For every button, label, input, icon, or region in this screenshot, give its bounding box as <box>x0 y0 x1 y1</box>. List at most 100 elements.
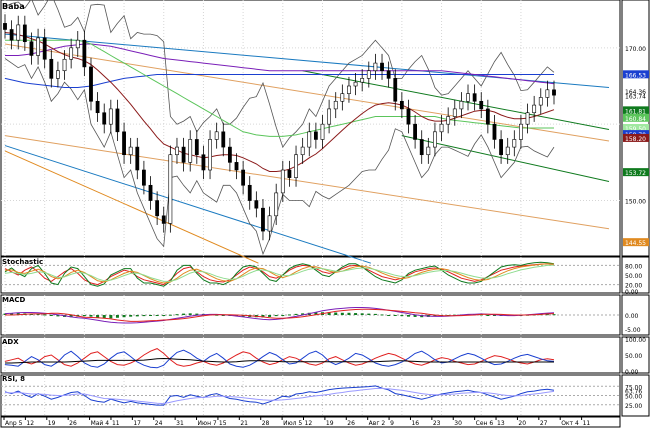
price-ma-series-3 <box>4 32 555 172</box>
macd-histogram-bar-13 <box>89 315 93 317</box>
price-candle-body-48 <box>320 123 325 140</box>
macd-histogram-bar-59 <box>393 315 397 316</box>
price-tag-1: 164.36 <box>625 89 646 96</box>
price-tag-9: 144.55 <box>625 240 646 247</box>
time-label-11: 21 <box>240 420 248 427</box>
price-candle-body-69 <box>459 100 464 110</box>
macd-histogram-bar-42 <box>281 315 285 316</box>
rsi-axis-frame <box>621 374 650 417</box>
price-candle-body-38 <box>254 200 259 209</box>
stoch-axis-frame <box>621 256 650 294</box>
price-candle-body-22 <box>148 184 153 201</box>
macd-histogram-bar-5 <box>36 313 40 315</box>
macd-histogram-bar-7 <box>49 315 53 316</box>
price-candle-body-28 <box>188 139 193 163</box>
macd-histogram-bar-51 <box>340 312 344 315</box>
price-candle-body-17 <box>115 108 120 133</box>
price-tag-2: 163.74 <box>625 94 646 101</box>
price-candle-body-21 <box>142 169 146 186</box>
stoch-axis-label-1: 50.00 <box>625 273 642 280</box>
price-candle-body-45 <box>300 146 305 156</box>
price-candle-body-41 <box>274 192 279 217</box>
price-trendline-4 <box>4 135 610 230</box>
time-label-17: Авг 2 <box>369 420 386 427</box>
price-trendline-6 <box>4 145 372 264</box>
macd-histogram-bar-21 <box>142 315 146 317</box>
price-candle-body-79 <box>525 112 530 125</box>
price-candle-body-61 <box>406 108 411 125</box>
price-candle-body-42 <box>280 169 285 194</box>
price-candle-body-54 <box>360 78 365 83</box>
adx-axis-frame <box>621 336 650 374</box>
macd-histogram-bar-54 <box>360 313 364 315</box>
price-candle-body-34 <box>227 146 232 163</box>
time-label-14: 12 <box>305 420 313 427</box>
macd-histogram-bar-20 <box>135 315 139 317</box>
price-lower-band <box>4 58 555 256</box>
macd-histogram-bar-47 <box>314 312 318 315</box>
rsi-axis-label-1: 63.76 <box>625 388 642 395</box>
price-candle-body-24 <box>161 215 166 224</box>
price-ma-series-2 <box>5 39 554 137</box>
macd-histogram-bar-2 <box>16 313 20 315</box>
macd-histogram-bar-53 <box>354 313 358 315</box>
price-candle-body-30 <box>201 154 206 171</box>
time-label-1: 12 <box>26 420 34 427</box>
price-candle-body-60 <box>399 100 404 110</box>
time-label-18: 9 <box>390 420 394 427</box>
price-candle-body-4 <box>29 41 34 56</box>
macd-histogram-bar-61 <box>406 315 410 317</box>
price-candle-body-2 <box>16 24 21 41</box>
macd-histogram-bar-35 <box>235 315 239 317</box>
price-candle-body-65 <box>433 131 437 148</box>
price-candle-body-9 <box>62 58 67 72</box>
price-axis-label-1: 150.00 <box>625 199 646 206</box>
macd-series-1 <box>5 308 555 322</box>
price-candle-body-36 <box>241 169 246 186</box>
price-candle-body-33 <box>221 131 226 148</box>
price-candle-body-53 <box>353 81 358 87</box>
price-candle-body-15 <box>102 112 107 125</box>
macd-histogram-bar-74 <box>492 315 496 316</box>
macd-histogram-bar-50 <box>334 312 338 315</box>
price-candle-body-8 <box>56 70 60 79</box>
rsi-series-1 <box>4 388 555 405</box>
stoch-axis-label-2: 20.00 <box>625 283 642 290</box>
stochastic-panel-title: Stochastic <box>2 258 43 266</box>
time-label-3: 26 <box>69 420 77 427</box>
macd-histogram-bar-60 <box>400 315 404 317</box>
price-candle-body-75 <box>499 139 503 156</box>
price-candle-body-5 <box>36 37 40 56</box>
price-candle-body-20 <box>135 146 140 171</box>
time-label-21: 30 <box>454 420 462 427</box>
macd-histogram-bar-28 <box>188 313 192 315</box>
macd-panel-title: MACD <box>2 296 26 304</box>
price-candle-body-58 <box>386 70 391 79</box>
macd-histogram-bar-58 <box>387 315 391 316</box>
price-candle-body-35 <box>234 162 239 171</box>
price-tag-9-tag <box>623 238 649 247</box>
price-candle-body-78 <box>519 123 523 140</box>
price-candle-body-83 <box>552 89 556 96</box>
price-candle-body-70 <box>466 93 470 102</box>
macd-histogram-bar-82 <box>545 314 549 316</box>
price-candle-body-19 <box>128 146 133 156</box>
time-label-15: 19 <box>326 420 334 427</box>
macd-histogram-bar-26 <box>175 314 179 316</box>
price-candle-body-0 <box>3 23 7 30</box>
rsi-series-0 <box>4 385 555 406</box>
price-candle-body-50 <box>333 100 338 110</box>
price-tag-8-tag <box>623 168 649 177</box>
macd-histogram-bar-16 <box>109 315 113 319</box>
macd-histogram-bar-56 <box>373 313 377 315</box>
adx-axis-label-1: 50.00 <box>625 353 642 360</box>
time-label-8: 31 <box>176 420 184 427</box>
price-tag-3: 161.81 <box>625 108 646 115</box>
time-label-0: Anp 5 <box>5 420 23 427</box>
price-panel-title: Baba <box>2 2 25 11</box>
price-candle-body-76 <box>505 146 510 156</box>
price-tag-4: 160.84 <box>625 116 646 123</box>
price-tag-3-tag <box>623 106 649 115</box>
price-ma-series-0 <box>4 74 554 88</box>
